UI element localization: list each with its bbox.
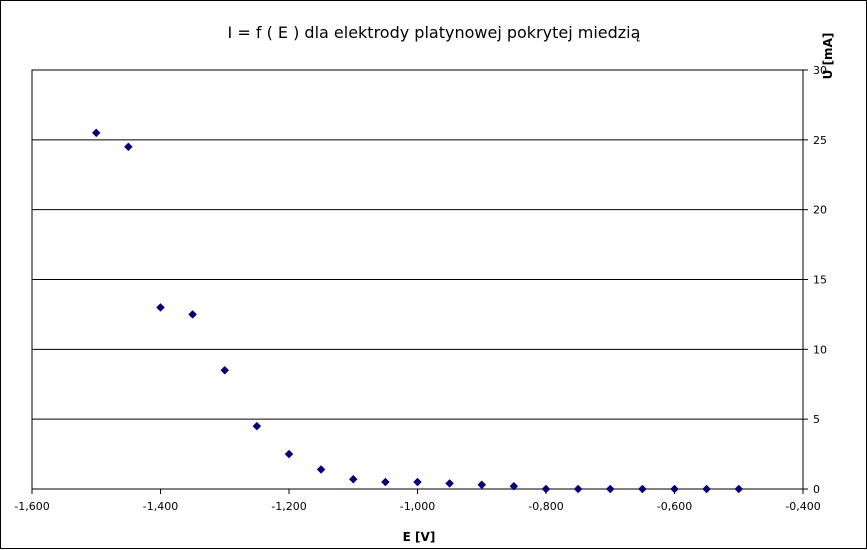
data-point — [156, 303, 165, 312]
y-tick-label: 15 — [813, 274, 827, 287]
x-tick-label: -0,600 — [657, 500, 692, 513]
x-axis-title: E [V] — [403, 530, 436, 544]
data-point — [413, 477, 422, 487]
data-point — [605, 484, 615, 494]
data-point — [91, 128, 101, 138]
data-point — [702, 484, 711, 494]
y-axis-title: U [mA] — [821, 33, 835, 80]
x-tick-label: -1,600 — [14, 500, 49, 513]
y-tick-label: 0 — [813, 483, 820, 496]
data-point — [734, 484, 744, 494]
data-point — [638, 484, 647, 494]
data-point — [188, 310, 197, 319]
x-axis-ticks: -1,600 -1,400 -1,200 -1,000 -0,800 -0,600 -0,4… — [14, 489, 821, 513]
y-tick-label: 30 — [813, 64, 827, 77]
data-point — [541, 484, 551, 494]
data-point — [252, 421, 262, 431]
x-tick-label: -0,800 — [528, 500, 563, 513]
x-tick-label: -1,200 — [271, 500, 306, 513]
data-point — [316, 465, 326, 474]
data-point — [381, 477, 390, 487]
data-point — [477, 480, 487, 490]
y-axis-ticks: 0 5 10 15 20 25 30 — [803, 64, 827, 496]
data-point — [573, 484, 583, 494]
data-point — [509, 481, 519, 491]
x-tick-label: -0,400 — [785, 500, 820, 513]
data-point — [284, 449, 294, 459]
data-point — [220, 365, 230, 375]
data-point — [124, 142, 133, 152]
data-point — [445, 479, 454, 488]
data-point — [670, 484, 679, 494]
data-points — [91, 128, 744, 494]
y-tick-label: 25 — [813, 134, 827, 147]
x-tick-label: -1,000 — [400, 500, 435, 513]
y-tick-label: 20 — [813, 204, 827, 217]
x-tick-label: -1,400 — [143, 500, 178, 513]
y-tick-label: 10 — [813, 343, 827, 356]
chart-title: I = f ( E ) dla elektrody platynowej pok… — [228, 23, 641, 42]
grid-lines — [32, 139, 803, 420]
y-tick-label: 5 — [813, 413, 820, 426]
data-point — [348, 474, 358, 484]
